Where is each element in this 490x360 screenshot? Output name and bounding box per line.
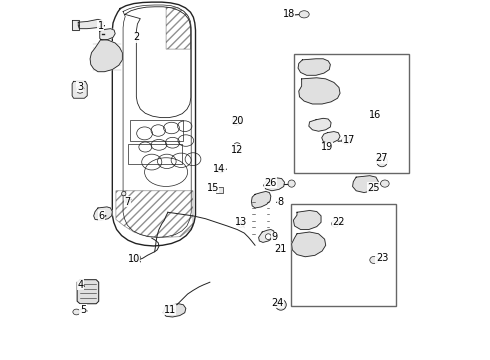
Polygon shape [72,21,79,30]
Ellipse shape [381,180,389,187]
Text: 24: 24 [271,298,283,308]
Bar [129,120,183,141]
Polygon shape [72,81,87,98]
Ellipse shape [377,156,388,167]
Text: 12: 12 [231,144,244,154]
Ellipse shape [370,256,378,264]
Text: 19: 19 [320,142,333,152]
Polygon shape [251,192,271,208]
Text: 21: 21 [274,244,286,254]
Bar [216,187,223,193]
Text: 11: 11 [164,305,176,315]
Ellipse shape [237,220,245,227]
Polygon shape [298,59,330,75]
Ellipse shape [342,137,350,144]
Text: 13: 13 [235,217,247,227]
Text: 1: 1 [98,21,104,31]
Polygon shape [322,132,340,143]
Text: 22: 22 [333,217,345,227]
Text: 16: 16 [368,110,381,120]
Text: 17: 17 [343,135,355,145]
Text: 26: 26 [265,178,277,188]
Polygon shape [294,211,321,229]
Ellipse shape [275,300,286,310]
Ellipse shape [288,180,295,187]
Polygon shape [299,78,340,104]
Polygon shape [309,118,331,131]
Bar [291,204,395,306]
Polygon shape [78,19,103,29]
Text: 23: 23 [376,253,388,263]
Text: 6: 6 [98,211,105,221]
Text: 20: 20 [231,116,244,126]
Ellipse shape [73,309,80,315]
Polygon shape [100,29,115,40]
Polygon shape [94,207,112,220]
Text: 7: 7 [124,197,130,207]
Ellipse shape [266,234,271,239]
Ellipse shape [332,220,339,227]
Text: 18: 18 [283,9,295,19]
Polygon shape [259,229,274,242]
Ellipse shape [232,117,241,126]
Text: 14: 14 [213,164,225,174]
Text: 25: 25 [367,183,380,193]
Polygon shape [90,40,122,72]
Ellipse shape [380,159,384,163]
Ellipse shape [217,167,224,173]
Polygon shape [292,232,326,257]
Ellipse shape [234,119,239,123]
Polygon shape [264,178,285,191]
Ellipse shape [135,255,140,260]
Ellipse shape [234,143,241,150]
Text: 5: 5 [80,305,86,315]
Text: 15: 15 [207,183,219,193]
Bar [294,54,409,173]
Text: 10: 10 [128,254,140,264]
Text: 9: 9 [271,232,277,242]
Polygon shape [163,304,186,317]
Polygon shape [353,176,378,193]
Ellipse shape [299,11,309,18]
Text: 8: 8 [277,197,283,207]
Ellipse shape [279,303,283,307]
Text: 4: 4 [78,280,84,290]
Ellipse shape [122,192,126,196]
Bar [128,144,181,164]
Text: 2: 2 [133,32,139,42]
Text: 3: 3 [77,82,83,92]
Text: 27: 27 [376,153,388,163]
Polygon shape [77,280,98,304]
